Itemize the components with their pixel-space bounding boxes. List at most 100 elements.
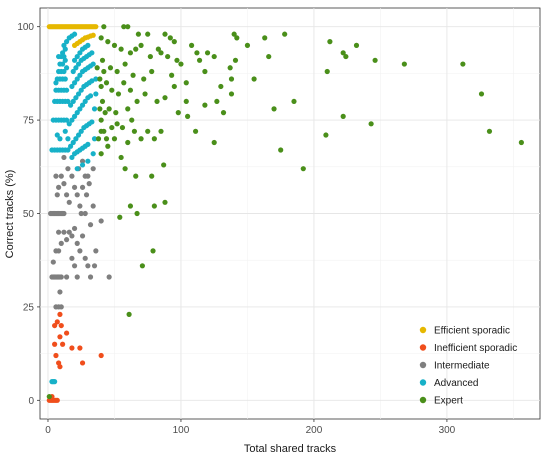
data-point bbox=[61, 210, 67, 217]
data-point bbox=[343, 53, 349, 60]
data-point bbox=[97, 76, 103, 82]
data-point bbox=[54, 192, 60, 198]
legend-swatch bbox=[419, 396, 427, 404]
data-point bbox=[56, 248, 62, 254]
data-point bbox=[93, 76, 99, 82]
data-point bbox=[99, 98, 106, 105]
data-point bbox=[71, 80, 78, 86]
legend-item: Expert bbox=[419, 396, 463, 407]
data-point bbox=[85, 173, 91, 179]
data-point bbox=[98, 35, 104, 41]
data-point bbox=[162, 199, 168, 205]
data-point bbox=[75, 91, 82, 97]
data-point bbox=[61, 154, 67, 161]
data-point bbox=[95, 136, 102, 142]
data-point bbox=[61, 42, 67, 48]
legend-label: Intermediate bbox=[434, 361, 490, 372]
data-point bbox=[98, 151, 104, 157]
data-point bbox=[231, 31, 237, 37]
data-point bbox=[77, 106, 83, 112]
data-point bbox=[85, 263, 91, 269]
data-point bbox=[171, 83, 177, 90]
data-point bbox=[101, 24, 107, 30]
data-point bbox=[79, 158, 86, 164]
data-point bbox=[91, 136, 98, 142]
data-point bbox=[183, 80, 189, 86]
data-point bbox=[228, 91, 235, 97]
data-point bbox=[75, 61, 82, 67]
data-point bbox=[106, 106, 112, 112]
data-point bbox=[56, 184, 62, 190]
data-point bbox=[518, 139, 524, 146]
data-point bbox=[228, 76, 235, 82]
data-point bbox=[251, 76, 257, 82]
x-tick-label: 0 bbox=[45, 425, 51, 436]
data-point bbox=[133, 173, 139, 179]
data-point bbox=[71, 113, 78, 119]
data-point bbox=[91, 106, 98, 112]
data-point bbox=[79, 184, 86, 190]
legend-item: Advanced bbox=[419, 378, 478, 389]
data-point bbox=[60, 341, 66, 347]
data-point bbox=[57, 364, 63, 370]
data-point bbox=[71, 263, 78, 269]
data-point bbox=[63, 65, 70, 71]
data-point bbox=[61, 68, 67, 75]
data-point bbox=[70, 68, 76, 75]
data-point bbox=[90, 32, 96, 38]
data-point bbox=[204, 50, 211, 56]
data-point bbox=[57, 289, 63, 295]
data-point bbox=[115, 91, 122, 97]
data-point bbox=[102, 110, 108, 116]
data-point bbox=[67, 102, 74, 108]
data-point bbox=[63, 117, 70, 123]
data-point bbox=[85, 141, 91, 147]
data-point bbox=[147, 53, 153, 60]
data-point bbox=[58, 322, 64, 329]
data-point bbox=[52, 379, 58, 385]
data-point bbox=[232, 57, 239, 63]
data-point bbox=[192, 128, 199, 134]
data-point bbox=[130, 72, 136, 78]
data-point bbox=[93, 91, 99, 97]
data-point bbox=[58, 173, 64, 179]
data-point bbox=[174, 57, 180, 63]
data-point bbox=[234, 35, 240, 41]
data-point bbox=[149, 173, 155, 179]
data-point bbox=[74, 166, 80, 172]
data-point bbox=[162, 95, 168, 101]
data-point bbox=[118, 46, 124, 52]
data-point bbox=[60, 61, 66, 67]
data-point bbox=[74, 274, 80, 280]
data-point bbox=[98, 83, 104, 90]
data-point bbox=[151, 136, 157, 142]
data-point bbox=[372, 57, 378, 63]
data-point bbox=[188, 42, 195, 48]
data-point bbox=[121, 24, 127, 30]
data-point bbox=[129, 117, 135, 123]
data-point bbox=[58, 274, 64, 280]
legend-item: Efficient sporadic bbox=[419, 326, 510, 337]
data-point bbox=[77, 248, 83, 254]
legend-item: Inefficient sporadic bbox=[419, 343, 517, 354]
data-point bbox=[53, 173, 59, 179]
data-point bbox=[150, 248, 156, 254]
data-point bbox=[74, 76, 80, 82]
data-point bbox=[73, 65, 79, 71]
data-point bbox=[486, 128, 493, 134]
data-point bbox=[158, 128, 164, 134]
data-point bbox=[52, 341, 58, 347]
data-point bbox=[340, 50, 346, 56]
data-point bbox=[58, 304, 64, 310]
data-point bbox=[111, 136, 118, 142]
data-point bbox=[62, 128, 68, 134]
data-point bbox=[111, 42, 118, 48]
data-point bbox=[109, 87, 115, 93]
data-point bbox=[77, 203, 83, 209]
data-point bbox=[103, 80, 110, 86]
data-point bbox=[70, 98, 76, 105]
data-point bbox=[67, 143, 74, 149]
data-point bbox=[77, 72, 83, 78]
data-point bbox=[69, 233, 75, 239]
data-point bbox=[71, 225, 78, 232]
